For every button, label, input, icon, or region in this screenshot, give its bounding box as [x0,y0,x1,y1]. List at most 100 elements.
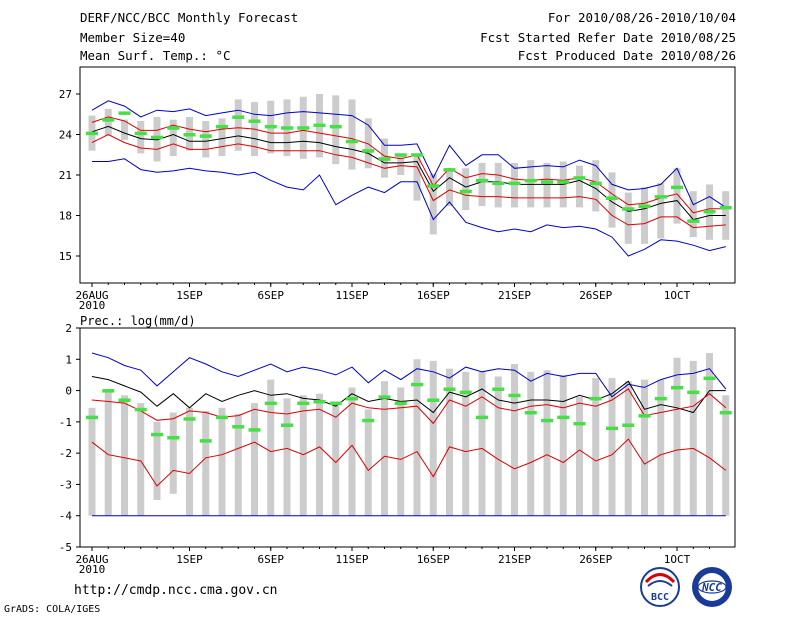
temp-obs-marker [654,195,667,199]
precip-obs-marker [183,417,196,421]
temp-range-box [218,118,226,157]
precip-y-tick-label: -5 [59,541,72,554]
precip-range-box [88,407,96,516]
temp-range-box [527,160,535,208]
precip-obs-marker [199,439,212,443]
precip-range-box [706,353,713,516]
temp-obs-marker [232,115,245,119]
temp-obs-marker [687,219,700,223]
precip-range-box [576,396,583,516]
temp-obs-marker [394,153,407,157]
precip-range-box [348,387,356,516]
temp-obs-marker [719,205,732,210]
precip-range-box [137,403,145,516]
temp-x-tick-label: 1SEP [176,289,203,302]
temp-obs-marker [427,184,440,188]
temp-obs-marker [118,111,131,115]
temp-mean-line [91,125,726,221]
precip-range-box [251,403,258,516]
temp-range-box [624,192,632,244]
temp-obs-marker [86,131,98,136]
precip-range-box [332,401,340,516]
temp-range-box [104,108,112,136]
precip-obs-marker [297,401,310,406]
temp-range-box [446,169,453,207]
temp-range-box [429,173,437,235]
member-size: Member Size=40 [80,30,186,45]
temp-range-box [202,121,210,158]
precip-range-box [413,359,421,516]
precip-obs-marker [541,418,553,423]
temp-range-box [576,165,583,208]
temp-range-box [332,95,340,165]
precip-obs-marker [411,382,423,387]
temp-obs-marker [606,196,618,200]
temp-obs-marker [346,139,358,144]
precip-range-box [511,363,518,516]
precip-obs-marker [654,396,667,401]
precip-obs-marker [346,396,358,401]
source-url[interactable]: http://cmdp.ncc.cma.gov.cn [74,583,278,598]
precip-obs-marker [394,401,407,406]
precip-obs-marker [476,415,488,420]
temp-max-line [91,100,727,208]
precip-range-box [121,395,128,516]
precip-obs-marker [329,401,342,406]
temp-obs-marker [459,189,472,194]
precip-mean-line [91,376,726,414]
temp-obs-marker [297,126,310,130]
temp-obs-marker [248,119,261,123]
variable-label: Mean Surf. Temp.: °C [80,48,231,63]
temp-x-tick-label: 6SEP [258,289,285,302]
temp-x-tick-label: 2010 [79,299,106,312]
chart-title: DERF/NCC/BCC Monthly Forecast [80,10,299,25]
precip-obs-marker [508,393,521,398]
precip-y-tick-label: -3 [59,478,72,491]
precip-obs-marker [492,387,505,392]
forecast-produced-date: Fcst Produced Date 2010/08/26 [517,48,736,63]
temp-range-box [592,160,600,212]
precip-obs-marker [589,396,602,401]
temp-x-tick-label: 1OCT [664,289,691,302]
precip-obs-marker [606,426,618,431]
temp-y-tick-label: 18 [59,210,72,223]
precip-range-box [527,371,535,516]
precip-obs-marker [703,376,716,381]
precip-y-tick-label: 0 [65,385,72,398]
precip-range-box [169,412,177,494]
precip-range-box [673,357,681,516]
precip-range-box [186,407,193,516]
temp-obs-marker [589,181,602,186]
temp-obs-marker [557,180,570,184]
precip-title: Prec.: log(mm/d) [80,314,196,328]
temp-obs-marker [167,126,180,130]
temp-obs-marker [492,181,505,186]
temp-obs-marker [638,204,651,209]
temp-upper-line [91,116,726,214]
precip-y-tick-label: -2 [59,447,72,460]
precip-obs-marker [281,423,293,427]
precip-y-tick-label: 1 [65,353,72,366]
precip-range-box [722,395,730,516]
temp-obs-marker [671,185,683,190]
temp-obs-marker [508,181,521,186]
temp-range-box [511,162,518,208]
temp-min-line [92,158,726,257]
temp-obs-marker [378,157,391,161]
precip-range-box [446,368,453,516]
precip-range-box [381,381,388,516]
temp-range-box [478,162,486,207]
precip-range-box [641,379,648,516]
precip-obs-marker [622,423,635,427]
temp-obs-marker [313,123,326,128]
temp-obs-marker [541,180,553,184]
precip-range-box [267,379,275,516]
precip-obs-marker [216,415,228,420]
precip-range-box [689,360,697,516]
precip-y-tick-label: 2 [65,322,72,335]
temp-y-tick-label: 24 [59,129,73,142]
temp-range-box [121,119,128,140]
precip-obs-marker [232,425,245,429]
